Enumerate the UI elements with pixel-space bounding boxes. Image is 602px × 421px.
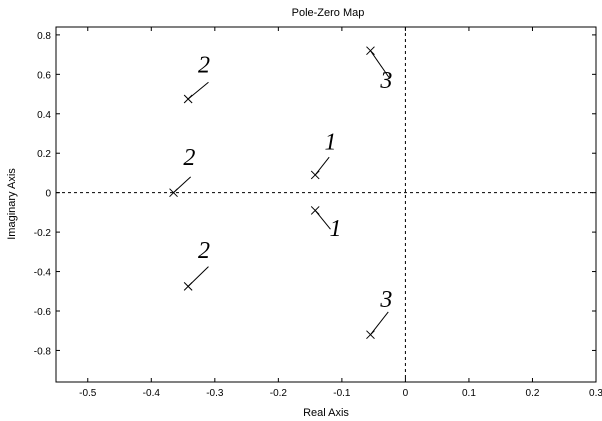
pole-marker-stroke [366,330,375,340]
annotation-leader-line [370,311,389,335]
y-tick-label: -0.6 [34,307,52,318]
x-axis-label: Real Axis [303,407,349,419]
x-tick-label: -0.5 [79,388,97,399]
y-axis-label: Imaginary Axis [6,168,18,240]
y-tick-label: 0.8 [37,31,51,42]
annotation-label: 3 [379,68,392,94]
x-tick-label: 0.3 [589,388,602,399]
plot-frame [55,26,597,383]
pole-marker [310,206,320,215]
y-tick-label: 0.6 [37,70,51,81]
pole-marker [366,46,375,56]
pole-marker-stroke [366,46,375,56]
x-tick-label: -0.4 [143,388,161,399]
pole-marker [310,170,320,180]
pole-marker [169,188,178,198]
x-tick-label: 0 [403,388,409,399]
annotation-label: 2 [198,238,210,264]
pole-marker [183,94,193,104]
zero-lines [56,27,596,382]
pole-marker-stroke [183,281,193,291]
pole-markers [169,46,375,340]
annotation-label: 3 [379,287,392,313]
pole-marker-stroke [310,170,320,180]
y-tick-label: 0 [45,189,51,200]
y-tick-label: 0.2 [37,149,51,160]
annotation-label: 2 [198,52,210,78]
y-tick-label: -0.2 [34,228,52,239]
pole-marker [366,330,375,340]
pole-marker-stroke [169,188,178,198]
x-axis-ticks: -0.5 -0.4 -0.3 -0.2 -0.1 0 0.1 0.2 0.3 [79,27,602,399]
y-tick-label: -0.4 [34,268,52,279]
annotation-leader-line [370,50,390,79]
pole-marker-stroke [310,206,320,215]
annotation-label: 1 [324,129,336,155]
annotation-label: 1 [330,216,342,242]
y-tick-label: -0.8 [34,346,52,357]
pole-marker [183,281,193,291]
annotation-label: 2 [183,145,195,171]
y-tick-label: 0.4 [37,110,51,121]
x-tick-label: 0.1 [462,388,476,399]
x-tick-label: -0.3 [206,388,224,399]
x-tick-label: 0.2 [526,388,540,399]
annotations: 3 2 1 2 1 2 3 [173,50,392,335]
chart-title: Pole-Zero Map [292,7,365,19]
pole-marker-stroke [183,94,193,104]
x-tick-label: -0.2 [270,388,288,399]
y-axis-ticks: 0.8 0.6 0.4 0.2 0 -0.2 -0.4 -0.6 -0.8 [34,31,596,357]
x-tick-label: -0.1 [333,388,351,399]
